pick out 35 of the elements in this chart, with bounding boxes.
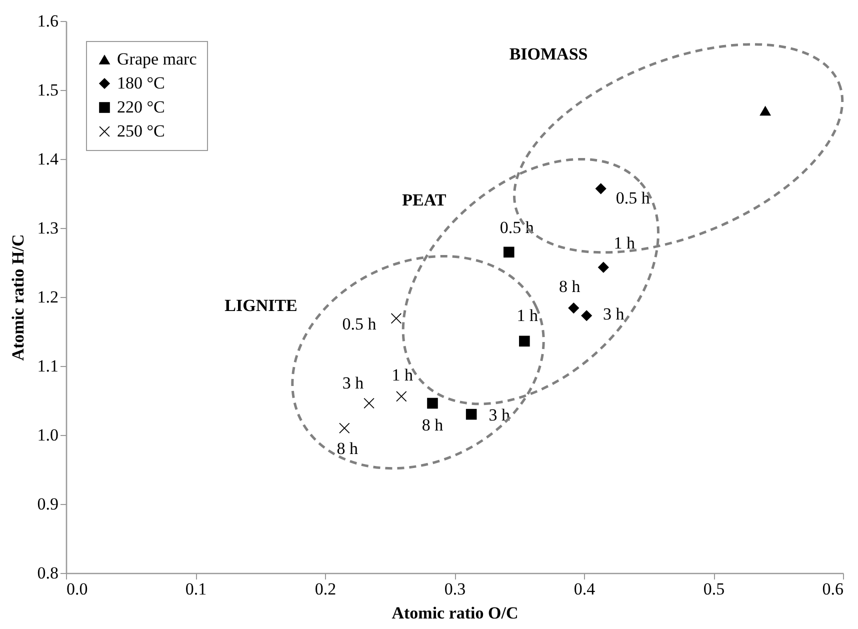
- annotation: 1 h: [614, 233, 636, 252]
- x-axis-title: Atomic ratio O/C: [392, 604, 518, 622]
- annotation: 8 h: [559, 277, 581, 296]
- annotation: BIOMASS: [509, 44, 588, 64]
- x-tick-label: 0.2: [314, 580, 336, 598]
- y-tick-label: 0.8: [37, 564, 58, 582]
- x-tick-label: 0.0: [66, 580, 88, 598]
- legend-label: 250 °C: [117, 122, 165, 140]
- y-tick-label: 1.1: [37, 356, 58, 376]
- annotation: 0.5 h: [342, 314, 377, 334]
- x-tick-label: 0.5: [703, 580, 725, 598]
- annotation: 3 h: [602, 304, 625, 324]
- annotation: 3 h: [342, 373, 364, 392]
- y-tick-label: 1.5: [37, 80, 58, 100]
- annotation: 1 h: [516, 306, 539, 326]
- annotation: 8 h: [422, 415, 444, 434]
- annotation: 1 h: [392, 365, 414, 384]
- x-tick-label: 0.3: [444, 580, 466, 598]
- x-tick-label: 0.4: [574, 580, 596, 598]
- y-tick-label: 1.6: [37, 12, 58, 30]
- legend-label: 180 °C: [117, 74, 165, 92]
- y-tick-label: 0.9: [37, 494, 58, 514]
- x-tick-label: 0.6: [822, 580, 844, 598]
- annotation: LIGNITE: [224, 296, 298, 315]
- annotation: 0.5 h: [616, 188, 650, 208]
- y-tick-label: 1.2: [37, 288, 58, 306]
- x-tick-label: 0.1: [185, 580, 207, 598]
- y-tick-label: 1.4: [37, 150, 59, 168]
- annotation: PEAT: [402, 190, 447, 210]
- y-axis-title: Atomic ratio H/C: [8, 234, 28, 361]
- y-tick-label: 1.0: [37, 426, 58, 444]
- annotation: 8 h: [336, 439, 359, 458]
- y-tick-label: 1.3: [37, 218, 58, 238]
- legend-label: 220 °C: [117, 98, 165, 116]
- legend-label: Grape marc: [117, 50, 198, 68]
